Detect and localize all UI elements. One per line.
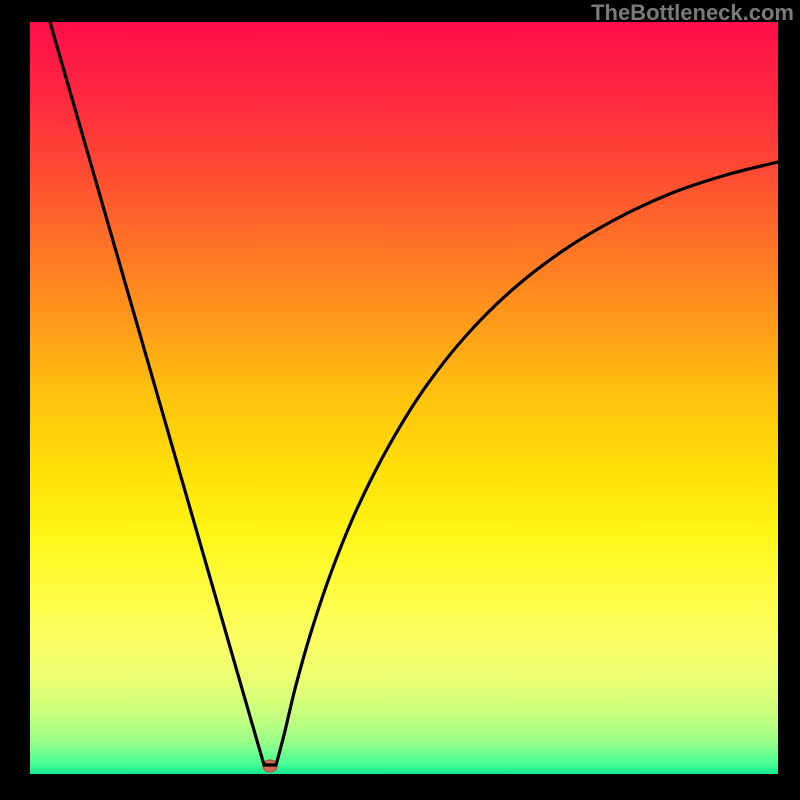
gradient-background <box>30 22 778 774</box>
chart-frame: TheBottleneck.com <box>0 0 800 800</box>
plot-area <box>30 22 778 774</box>
bottleneck-curve-svg <box>30 22 778 774</box>
